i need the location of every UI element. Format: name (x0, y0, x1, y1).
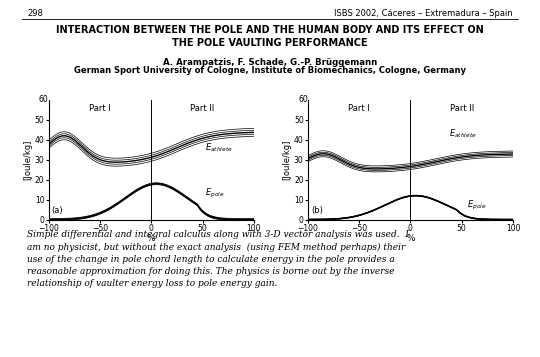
Text: ISBS 2002, Cáceres – Extremadura – Spain: ISBS 2002, Cáceres – Extremadura – Spain (334, 9, 513, 18)
Text: German Sport University of Cologne, Institute of Biomechanics, Cologne, Germany: German Sport University of Cologne, Inst… (74, 66, 466, 75)
Text: Simple differential and integral calculus along with 3-D vector analysis was use: Simple differential and integral calculu… (27, 230, 409, 288)
Text: A. Arampatzis, F. Schade, G.-P. Brüggemann: A. Arampatzis, F. Schade, G.-P. Brüggema… (163, 58, 377, 67)
Text: $E_{athlete}$: $E_{athlete}$ (205, 141, 232, 154)
Text: Part I: Part I (348, 104, 370, 113)
X-axis label: %: % (406, 234, 415, 243)
Y-axis label: [Joule/kg]: [Joule/kg] (282, 140, 291, 180)
Text: INTERACTION BETWEEN THE POLE AND THE HUMAN BODY AND ITS EFFECT ON
THE POLE VAULT: INTERACTION BETWEEN THE POLE AND THE HUM… (56, 25, 484, 48)
Text: Part II: Part II (450, 104, 474, 113)
Text: 60: 60 (298, 95, 308, 105)
Text: $E_{pole}$: $E_{pole}$ (467, 199, 487, 212)
Text: $E_{pole}$: $E_{pole}$ (205, 187, 224, 200)
Text: Part I: Part I (89, 104, 111, 113)
Y-axis label: [Joule/kg]: [Joule/kg] (23, 140, 32, 180)
Text: (a): (a) (52, 206, 63, 215)
Text: (b): (b) (311, 206, 323, 215)
Text: Part II: Part II (191, 104, 214, 113)
Text: 60: 60 (39, 95, 49, 105)
X-axis label: %: % (147, 234, 156, 243)
Text: $E_{athlete}$: $E_{athlete}$ (449, 127, 477, 140)
Text: 298: 298 (27, 9, 43, 18)
